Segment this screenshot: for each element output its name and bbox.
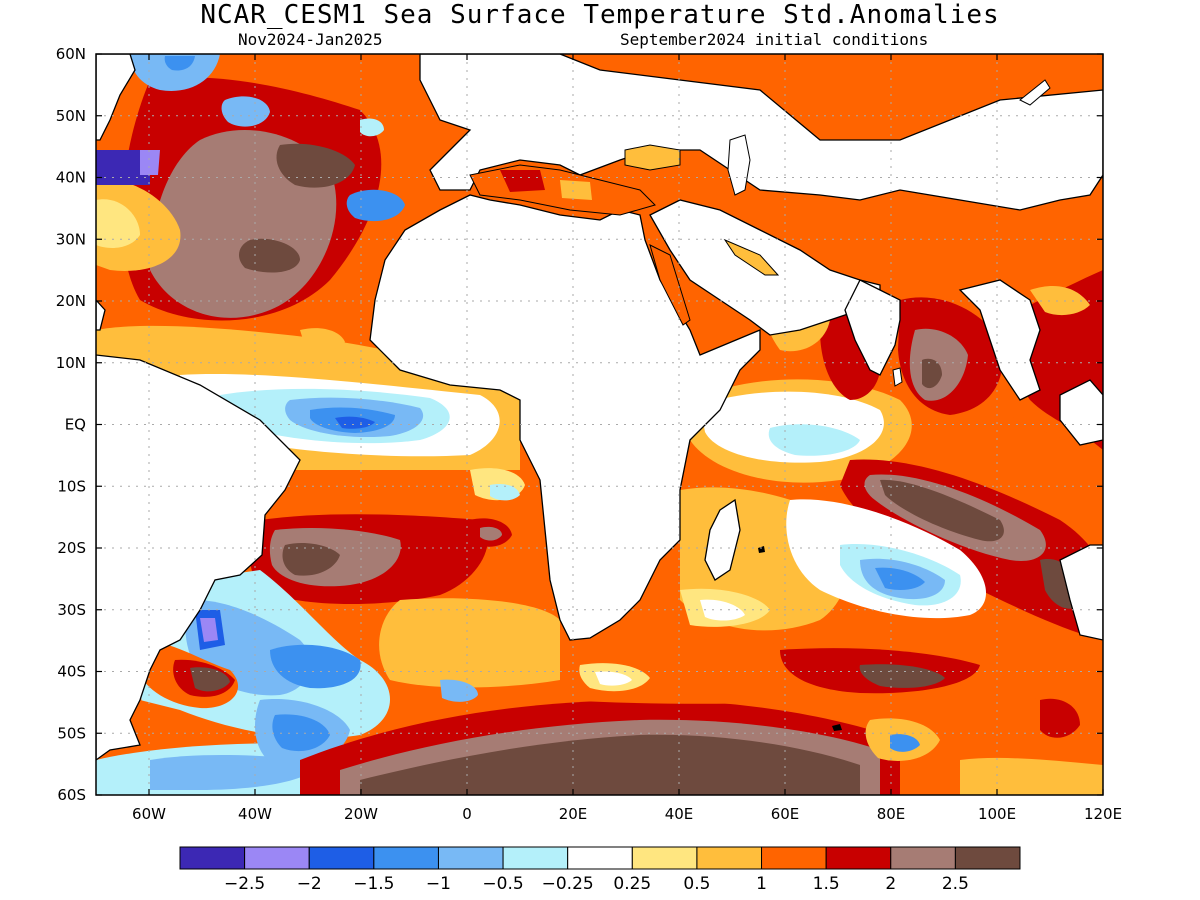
lat-tick-label: 10N — [56, 354, 86, 372]
lat-tick-label: 50S — [57, 724, 86, 742]
lat-tick-label: 50N — [56, 107, 86, 125]
longitude-axis: 60W 40W 20W 0 20E 40E 60E 80E 100E 120E — [132, 54, 1122, 823]
colorbar-swatch — [373, 846, 439, 870]
colorbar-label: −2.5 — [224, 874, 265, 894]
lat-tick-label: 30N — [56, 230, 86, 248]
colorbar-label: 1.5 — [813, 874, 840, 894]
lon-tick-label: 40W — [238, 805, 272, 823]
colorbar-swatch — [308, 846, 375, 870]
colorbar-swatch — [179, 846, 246, 870]
colorbar: −2.5 −2 −1.5 −1 −0.5 −0.25 0.25 0.5 1 1.5 2 2.5 — [179, 846, 1021, 894]
latitude-axis: 60N 50N 40N 30N 20N 10N EQ 10S 20S 30S 40S 50S 60S — [56, 45, 1103, 804]
colorbar-swatch — [890, 846, 956, 870]
colorbar-label: 0.25 — [613, 874, 651, 894]
colorbar-label: 2 — [885, 874, 896, 894]
gridlines — [96, 54, 1103, 795]
lat-tick-label: 40S — [57, 663, 86, 681]
lat-tick-label: EQ — [65, 416, 86, 434]
colorbar-swatch — [761, 846, 827, 870]
lon-tick-label: 80E — [877, 805, 906, 823]
colorbar-swatch — [825, 846, 892, 870]
lon-tick-label: 120E — [1084, 805, 1122, 823]
lon-tick-label: 60W — [132, 805, 166, 823]
lon-tick-label: 20W — [344, 805, 378, 823]
colorbar-label: 2.5 — [942, 874, 969, 894]
colorbar-swatch — [954, 846, 1021, 870]
lat-tick-label: 20N — [56, 292, 86, 310]
forecast-period: Nov2024-Jan2025 — [238, 30, 383, 49]
lat-tick-label: 10S — [57, 477, 86, 495]
lon-tick-label: 100E — [978, 805, 1016, 823]
colorbar-swatch — [696, 846, 763, 870]
colorbar-swatch — [437, 846, 504, 870]
colorbar-label: −0.5 — [482, 874, 523, 894]
lon-tick-label: 40E — [665, 805, 694, 823]
map-title: NCAR_CESM1 Sea Surface Temperature Std.A… — [200, 0, 1000, 30]
colorbar-label: 0.5 — [683, 874, 710, 894]
initial-conditions: September2024 initial conditions — [620, 30, 929, 49]
colorbar-swatch — [567, 846, 633, 870]
colorbar-label: −1 — [426, 874, 451, 894]
lat-tick-label: 60S — [57, 786, 86, 804]
colorbar-swatch — [631, 846, 698, 870]
lon-tick-label: 0 — [462, 805, 472, 823]
colorbar-label: 1 — [756, 874, 767, 894]
lat-tick-label: 60N — [56, 45, 86, 63]
colorbar-label: −1.5 — [353, 874, 394, 894]
lat-tick-label: 40N — [56, 169, 86, 187]
lat-tick-label: 30S — [57, 601, 86, 619]
lon-tick-label: 20E — [559, 805, 588, 823]
colorbar-label: −0.25 — [542, 874, 594, 894]
colorbar-swatch — [244, 846, 310, 870]
lat-tick-label: 20S — [57, 539, 86, 557]
land-masses — [96, 54, 1103, 761]
colorbar-label: −2 — [297, 874, 322, 894]
colorbar-swatch — [502, 846, 569, 870]
lon-tick-label: 60E — [771, 805, 800, 823]
